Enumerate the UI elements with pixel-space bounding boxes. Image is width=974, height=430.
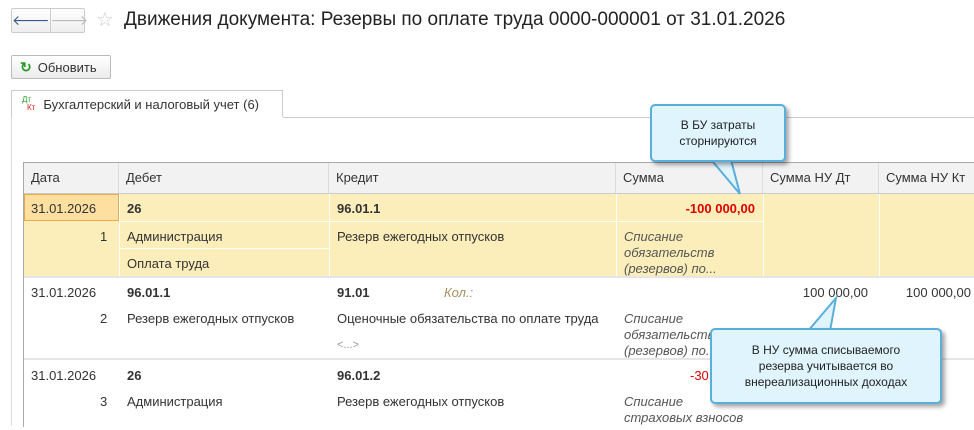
col-sum-nu-dt[interactable]: Сумма НУ Дт [763,163,879,193]
table-row[interactable]: 31.01.2026 2 96.01.1 Резерв ежегодных от… [24,277,974,360]
navigation-buttons: 🡐 🡒 [11,8,88,33]
col-credit[interactable]: Кредит [329,163,616,193]
credit-subconto-1: Оценочные обязательства по оплате труда [337,311,599,326]
row-date: 31.01.2026 [31,368,97,383]
content-line: страховых взносов [624,410,744,425]
row-date: 31.01.2026 [31,201,97,216]
content-line: Списание [624,394,684,409]
col-date[interactable]: Дата [24,163,119,193]
col-sum[interactable]: Сумма [616,163,763,193]
dt-kt-icon: Дт Кт [22,95,36,112]
row-number: 2 [100,311,108,326]
callout-bu: В БУ затраты сторнируются [650,104,786,162]
debit-subconto-2: Оплата труда [127,256,210,271]
refresh-label: Обновить [37,59,97,75]
panel-border [11,117,12,426]
sum-nu-dt-value: 100 000,00 [802,285,868,300]
col-sum-nu-kt[interactable]: Сумма НУ Кт [879,163,974,193]
tab-accounting[interactable]: Дт Кт Бухгалтерский и налоговый учет (6) [11,90,283,117]
row-number: 3 [100,394,108,409]
debit-account: 96.01.1 [127,285,171,300]
content-line: Списание [624,311,684,326]
sum-value: -30 [690,368,709,383]
credit-account: 91.01 [337,285,370,300]
content-line: (резервов) по... [624,343,717,358]
movements-table: Дата Дебет Кредит Сумма Сумма НУ Дт Сумм… [23,162,974,427]
table-header: Дата Дебет Кредит Сумма Сумма НУ Дт Сумм… [24,163,974,194]
credit-account: 96.01.1 [337,201,381,216]
debit-subconto-1: Резерв ежегодных отпусков [127,311,295,326]
table-row[interactable]: 31.01.2026 1 26 Администрация Оплата тру… [24,194,974,278]
arrow-right-icon: 🡒 [50,12,89,28]
row-number: 1 [100,229,108,244]
credit-subconto-1: Резерв ежегодных отпусков [337,394,505,409]
debit-subconto-1: Администрация [127,394,223,409]
credit-account: 96.01.2 [337,368,381,383]
debit-account: 26 [127,368,142,383]
sum-value: -100 000,00 [685,201,755,216]
content-line: обязательств [624,245,715,260]
refresh-button[interactable]: ↻ Обновить [11,55,111,79]
back-button[interactable]: 🡐 [12,9,51,32]
content-line: обязательств [624,327,715,342]
debit-account: 26 [127,201,142,216]
forward-button[interactable]: 🡒 [51,9,89,32]
tab-label: Бухгалтерский и налоговый учет (6) [43,96,260,112]
callout-tail [805,294,838,332]
tab-divider [283,117,974,118]
row-date: 31.01.2026 [31,285,97,300]
callout-nu: В НУ сумма списываемого резерва учитывае… [710,328,942,404]
sum-nu-kt-value: 100 000,00 [905,285,971,300]
arrow-left-icon: 🡐 [12,12,50,28]
table-row[interactable]: 31.01.2026 3 26 Администрация 96.01.2 Ре… [24,360,974,430]
debit-subconto-1: Администрация [127,229,223,244]
credit-subconto-1: Резерв ежегодных отпусков [337,229,505,244]
quantity-label: Кол.: [444,285,474,300]
refresh-icon: ↻ [20,58,32,75]
content-line: (резервов) по... [624,261,717,276]
col-debit[interactable]: Дебет [119,163,329,193]
credit-subconto-2: <...> [337,339,360,351]
favorite-star-icon[interactable]: ☆ [96,9,114,31]
content-line: Списание [624,229,684,244]
page-title: Движения документа: Резервы по оплате тр… [124,9,786,30]
